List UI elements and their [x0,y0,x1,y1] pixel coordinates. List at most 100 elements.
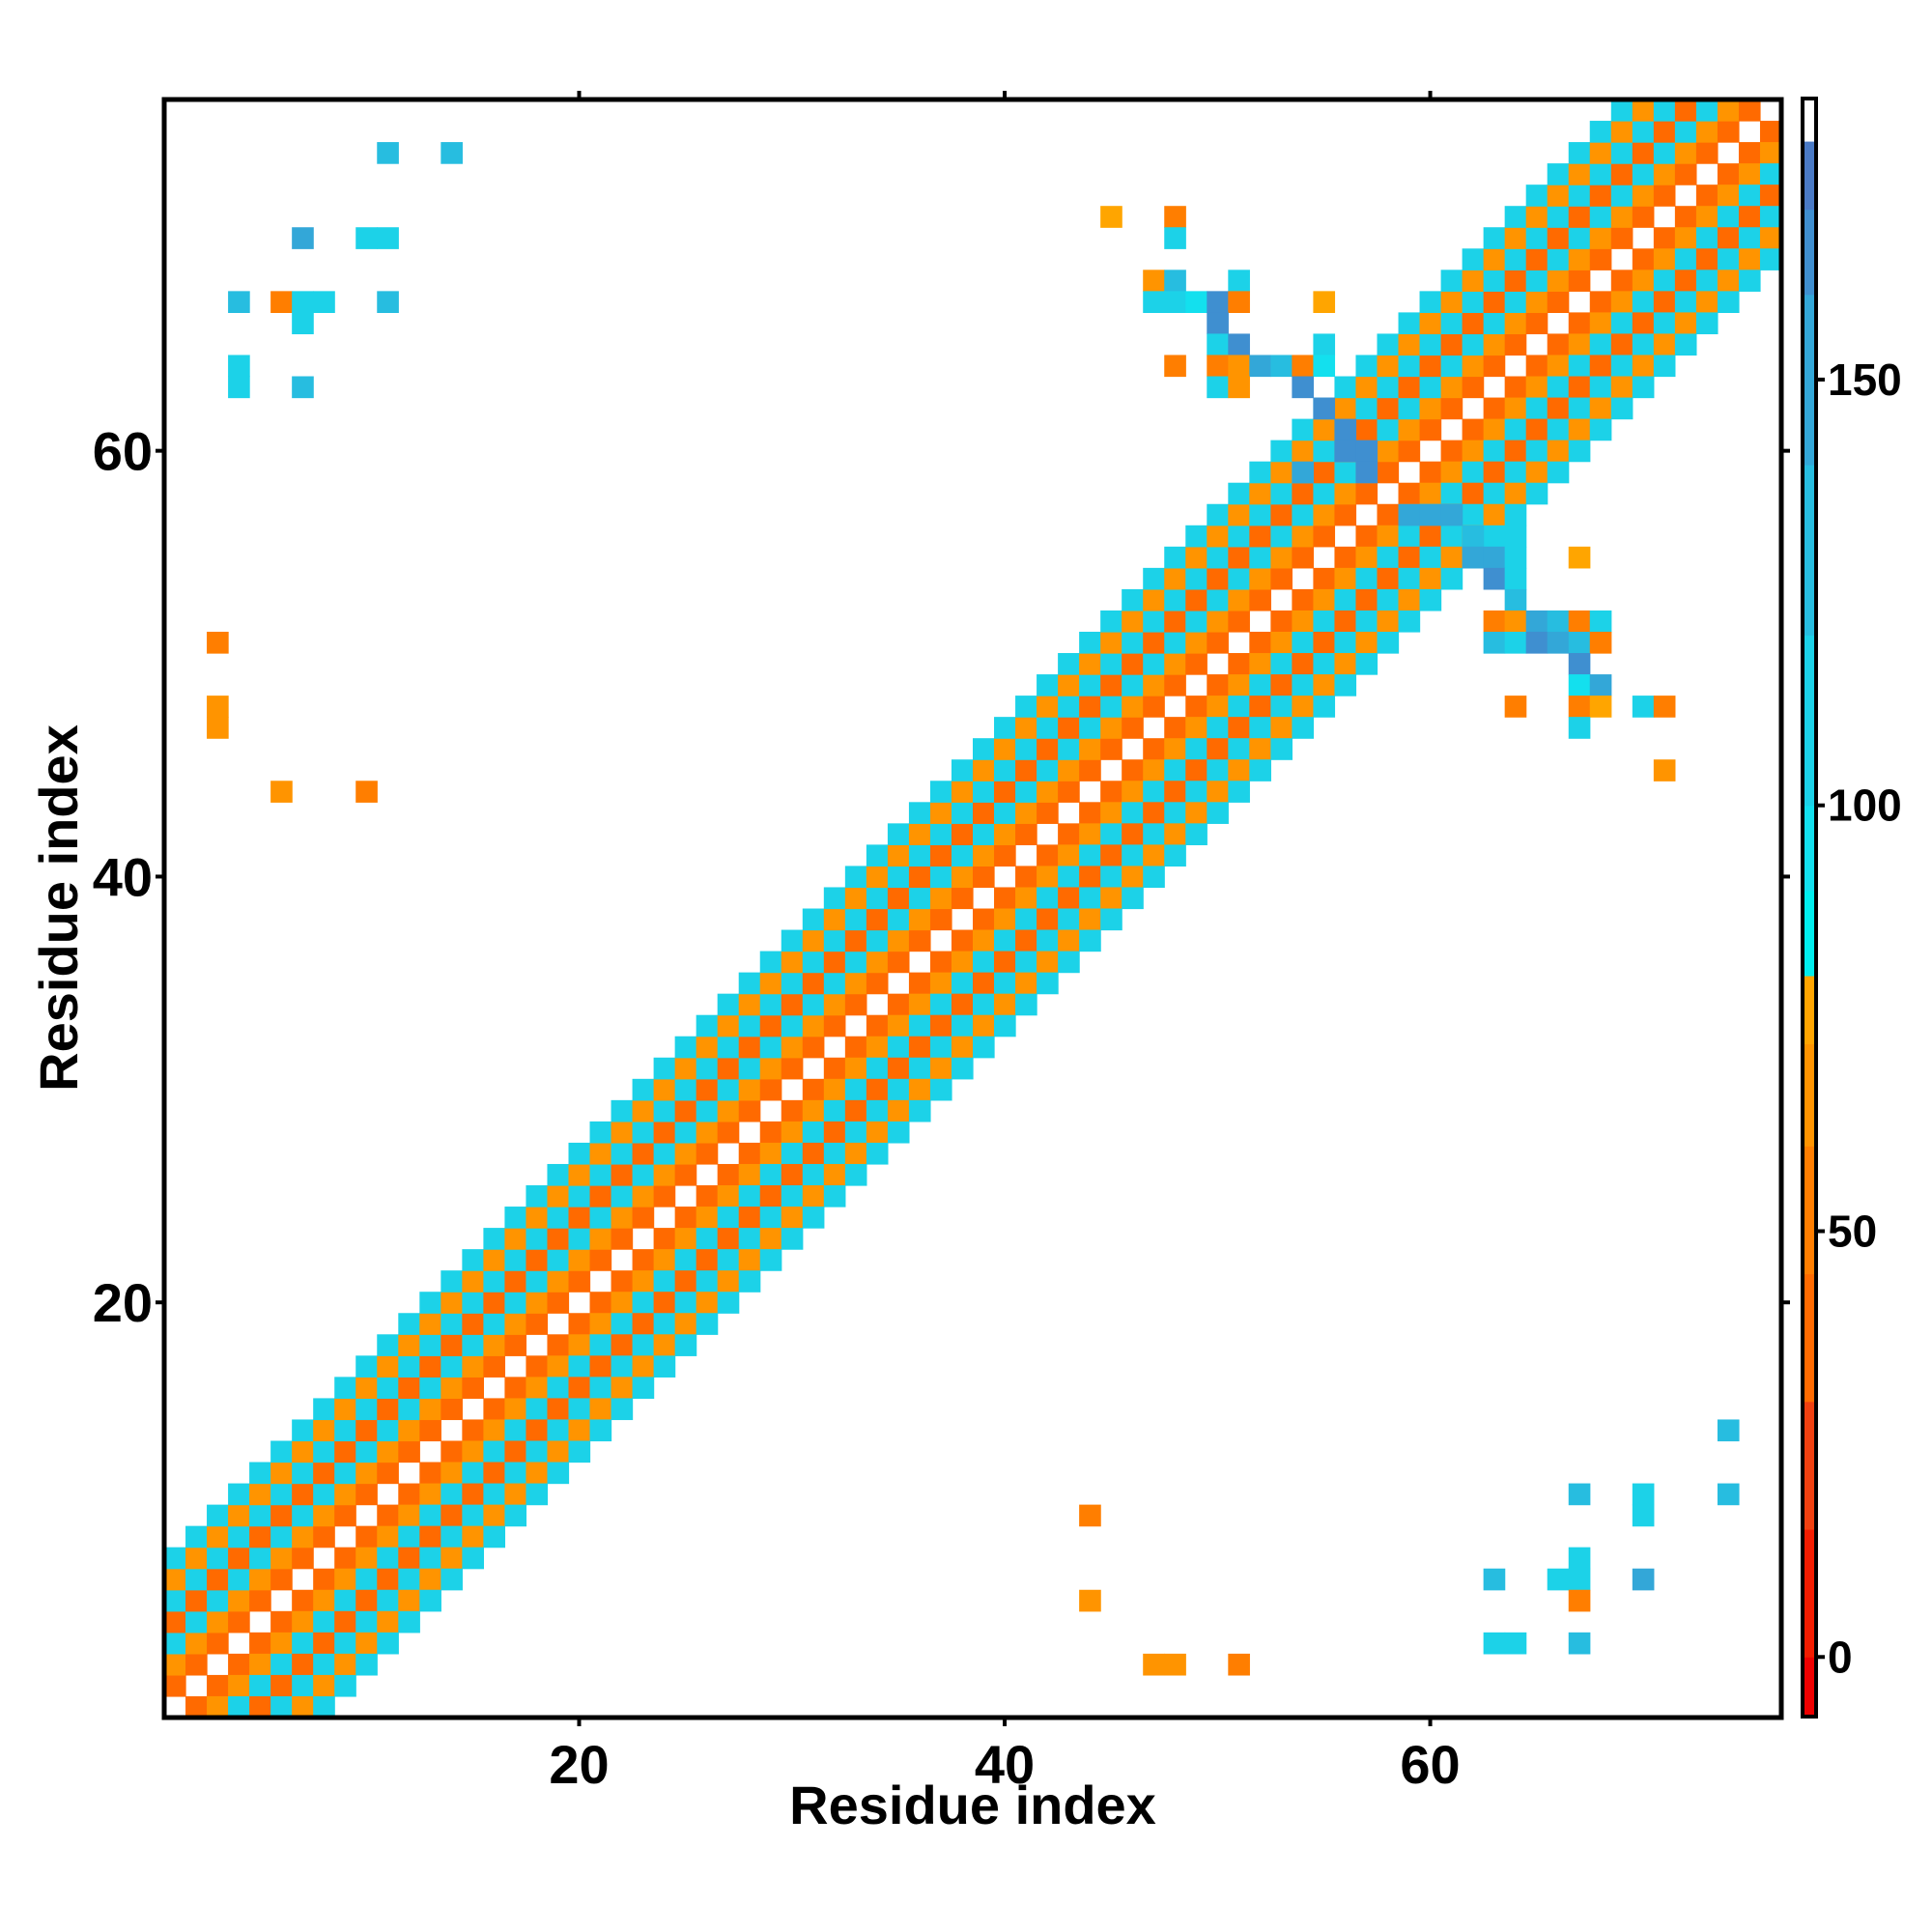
heatmap-cell [1207,588,1229,611]
heatmap-cell [228,1483,250,1506]
heatmap-cell [1377,525,1400,548]
heatmap-cell [973,823,995,845]
heatmap-cell [1462,440,1485,463]
heatmap-cell [1164,674,1186,696]
heatmap-cell [1185,291,1208,313]
heatmap-cell [844,1142,867,1165]
heatmap-cell [589,1334,612,1356]
heatmap-cell [1398,440,1421,463]
heatmap-cell [334,1610,356,1634]
heatmap-cell [377,1377,399,1400]
heatmap-cell [1249,503,1271,526]
heatmap-cell [440,1462,463,1485]
heatmap-cell [1122,823,1144,845]
heatmap-cell [398,1419,420,1442]
heatmap-cell [1398,610,1421,633]
heatmap-cell [1249,461,1271,484]
heatmap-cell [1185,610,1208,633]
heatmap-cell [1653,185,1676,207]
heatmap-cell [1589,142,1612,164]
heatmap-cell [1292,418,1315,441]
heatmap-cell [973,951,995,974]
heatmap-cell [738,1057,761,1080]
heatmap-cell [1228,738,1250,760]
heatmap-cell [228,291,250,313]
heatmap-cell [1249,567,1271,590]
heatmap-cell [1568,546,1591,569]
heatmap-cell [1504,610,1527,633]
heatmap-cell [1377,418,1400,441]
heatmap-cell [1292,588,1315,611]
heatmap-cell [228,355,250,378]
heatmap-cell [994,908,1016,931]
heatmap-cell [1398,546,1421,569]
heatmap-cell [1313,355,1336,378]
heatmap-cell [1185,631,1208,654]
heatmap-cell [1292,503,1315,526]
heatmap-cell [1334,376,1357,399]
heatmap-cell [674,1099,697,1122]
heatmap-cell [781,1057,804,1080]
heatmap-cell [1738,206,1761,228]
heatmap-cell [1504,291,1527,313]
heatmap-cell [929,844,952,867]
heatmap-cell [207,1525,229,1548]
heatmap-cell [611,1121,634,1144]
heatmap-cell [1653,121,1676,143]
heatmap-cell [568,1313,591,1335]
heatmap-cell [1568,696,1591,718]
heatmap-cell [1462,312,1485,335]
heatmap-cell [674,1249,697,1271]
heatmap-cell [483,1313,506,1335]
heatmap-cell [908,802,931,824]
heatmap-cell [1525,248,1548,270]
heatmap-cell [781,1014,804,1037]
heatmap-cell [1355,653,1378,675]
heatmap-cell [1164,823,1186,845]
heatmap-cell [1695,185,1719,207]
heatmap-cell [844,951,867,974]
heatmap-cell [844,993,867,1016]
heatmap-cell [1334,567,1357,590]
heatmap-cell [1100,887,1122,910]
heatmap-cell [1440,546,1463,569]
heatmap-cell [844,1163,867,1186]
heatmap-cell [1100,781,1122,803]
heatmap-cell [1249,653,1271,675]
heatmap-cell [1632,696,1655,718]
heatmap-cell [951,759,974,781]
heatmap-cell [1079,1589,1101,1612]
heatmap-cell [1207,355,1229,378]
heatmap-cell [1674,312,1697,335]
heatmap-cell [292,227,314,249]
heatmap-cell [1398,376,1421,399]
heatmap-cell [1164,653,1186,675]
heatmap-cell [1015,823,1037,845]
heatmap-cell [717,1036,740,1059]
heatmap-cell [1674,206,1697,228]
x-tick-label: 60 [1400,1734,1460,1795]
heatmap-cell [292,1674,314,1697]
heatmap-cell [653,1057,676,1080]
heatmap-cell [1355,631,1378,654]
heatmap-cell [866,887,889,910]
heatmap-cell [1079,653,1101,675]
heatmap-cell [696,1228,719,1250]
heatmap-cell [1568,142,1591,164]
heatmap-cell [1313,653,1336,675]
heatmap-cell [717,1078,740,1101]
heatmap-cell [951,887,974,910]
heatmap-cell [1440,461,1463,484]
heatmap-cell [419,1483,441,1506]
heatmap-cell [1313,696,1336,718]
heatmap-cell [313,1398,335,1421]
heatmap-cell [1589,674,1612,696]
heatmap-cell [1249,717,1271,739]
heatmap-cell [844,1036,867,1059]
heatmap-cell [1653,270,1676,292]
heatmap-cell [759,1249,782,1271]
heatmap-cell [377,1525,399,1548]
heatmap-cell [1355,440,1378,463]
heatmap-cell [1334,631,1357,654]
heatmap-cell [589,1249,612,1271]
